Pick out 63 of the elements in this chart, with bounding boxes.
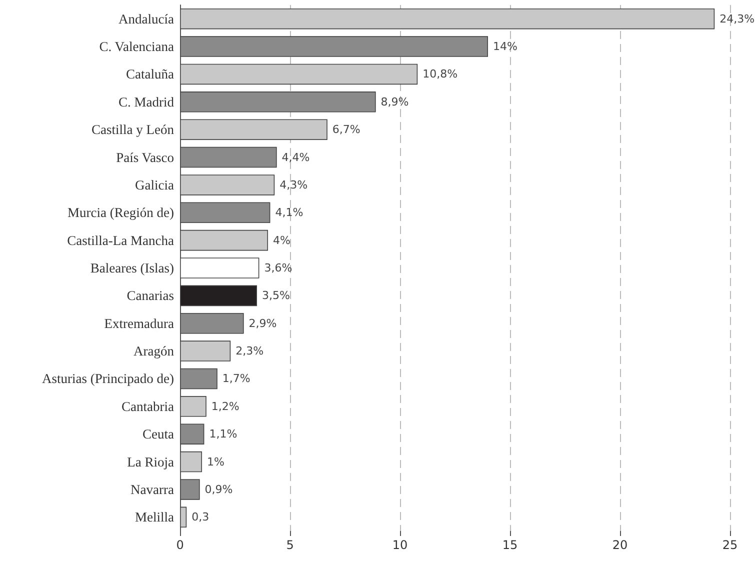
y-tick-label: Extremadura: [104, 316, 174, 331]
y-tick-label: Baleares (Islas): [90, 260, 174, 276]
data-label: 0,3: [192, 510, 210, 524]
data-label: 10,8%: [422, 68, 458, 81]
bar: [180, 368, 218, 390]
data-label: 4%: [273, 234, 290, 247]
y-tick-label: Cataluña: [126, 66, 174, 82]
bar: [180, 64, 418, 85]
y-tick-label: Navarra: [130, 482, 174, 497]
x-tick-label: 25: [722, 538, 738, 552]
bar: [180, 230, 268, 251]
y-tick-label: Melilla: [135, 510, 174, 525]
y-tick-label: La Rioja: [127, 454, 174, 470]
data-label: 1,2%: [211, 400, 240, 413]
y-tick-label: Castilla-La Mancha: [67, 232, 174, 248]
data-label: 6,7%: [332, 123, 360, 136]
x-tick-label: 5: [286, 538, 294, 552]
y-tick-label: País Vasco: [116, 150, 174, 165]
data-label: 1,7%: [222, 372, 250, 386]
bar: [180, 92, 376, 112]
data-label: 1,1%: [209, 428, 238, 441]
y-tick-label: Asturias (Principado de): [42, 371, 174, 386]
data-label: 1%: [207, 455, 224, 468]
bar: [180, 451, 202, 472]
y-tick-label: Murcia (Región de): [68, 205, 174, 220]
data-label: 2,9%: [248, 316, 277, 330]
x-tick-label: 15: [502, 538, 518, 552]
y-tick-label: Cantabria: [122, 398, 174, 414]
data-label: 4,4%: [282, 150, 310, 164]
bar: [180, 340, 231, 362]
y-tick-label: C. Madrid: [118, 94, 174, 110]
data-label: 3,5%: [262, 289, 290, 302]
bar: [180, 174, 275, 196]
y-tick-label: C. Valenciana: [99, 39, 174, 54]
data-label: 2,3%: [236, 344, 264, 358]
bar: [180, 506, 187, 528]
bar: [180, 202, 270, 224]
bar: [180, 8, 715, 30]
bar: [180, 396, 206, 417]
x-tick-label: 10: [392, 538, 408, 552]
bar: [180, 285, 257, 306]
x-tick-label: 0: [176, 538, 184, 552]
bar: [180, 479, 200, 500]
bar: [180, 146, 277, 168]
y-tick-label: Galicia: [135, 177, 174, 192]
data-label: 0,9%: [204, 482, 233, 496]
y-tick-label: Andalucía: [118, 11, 174, 26]
y-tick-label: Ceuta: [142, 426, 174, 442]
data-label: 4,3%: [280, 178, 308, 192]
bar: [180, 36, 488, 57]
data-label: 4,1%: [275, 206, 304, 220]
y-tick-label: Aragón: [134, 344, 174, 359]
y-tick-label: Canarias: [126, 288, 174, 304]
data-label: 3,6%: [264, 262, 292, 274]
data-label: 24,3%: [720, 12, 755, 26]
bar: [180, 119, 328, 140]
data-label: 14%: [493, 40, 518, 54]
bar: [180, 424, 204, 444]
y-tick-label: Castilla y León: [92, 122, 174, 138]
data-label: 8,9%: [380, 95, 409, 108]
bar: [180, 258, 260, 278]
bar: [180, 312, 244, 334]
x-tick-label: 20: [612, 538, 628, 552]
